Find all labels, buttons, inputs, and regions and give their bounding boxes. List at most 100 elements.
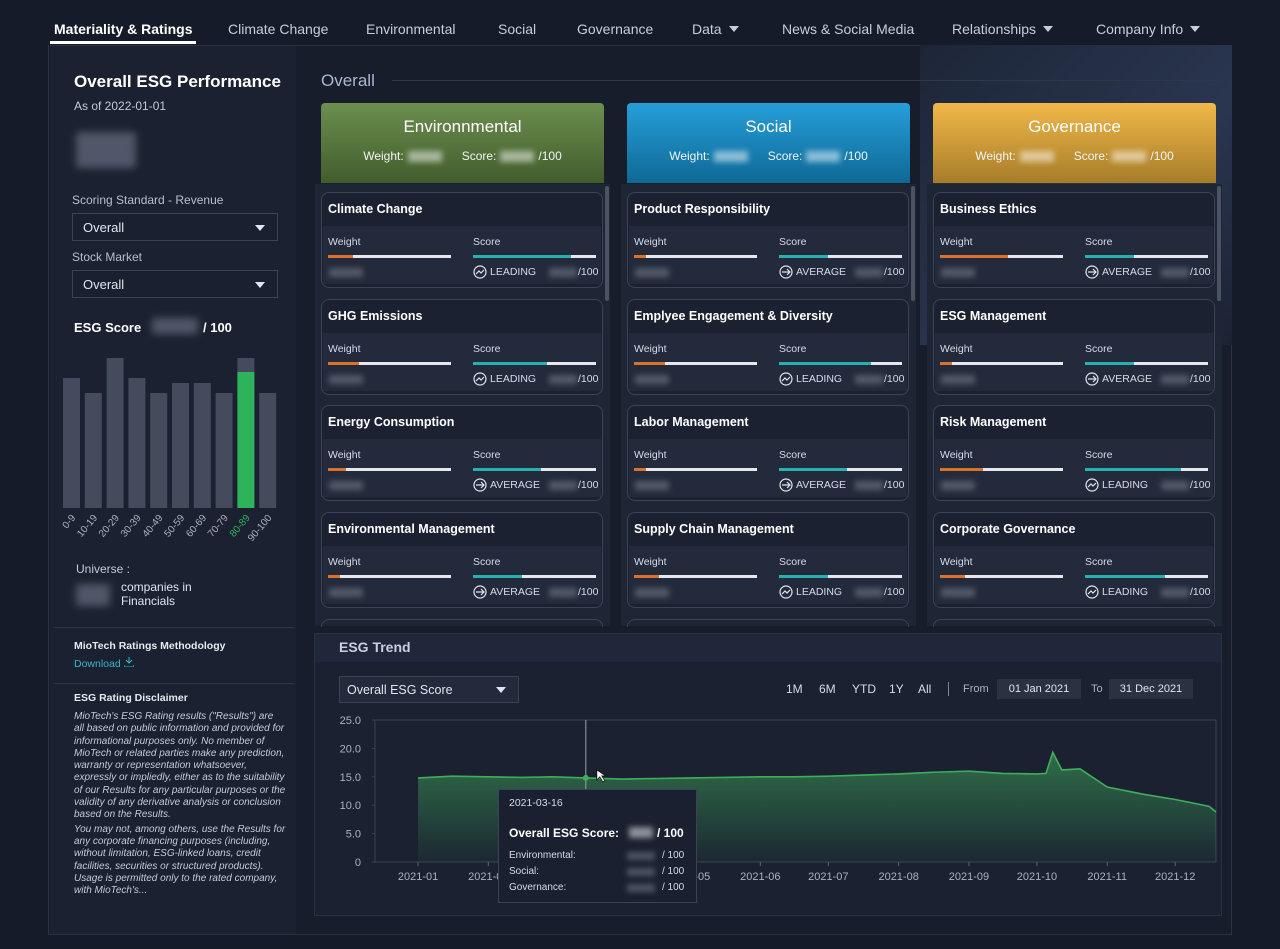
score-bar <box>1085 575 1165 579</box>
weight-bar <box>328 361 359 365</box>
level-icon <box>779 585 793 599</box>
score-bar <box>779 255 829 258</box>
score-track <box>473 575 596 579</box>
y-tick-label: 5.0 <box>346 829 361 841</box>
sidebar-title: Overall ESG Performance <box>74 72 281 91</box>
divider <box>54 683 294 684</box>
blur <box>941 374 975 384</box>
metric-name: Emplyee Engagement & Diversity <box>634 308 833 323</box>
weight-bar <box>634 575 659 579</box>
market-select[interactable]: Overall <box>72 270 278 298</box>
series-select[interactable]: Overall ESG Score <box>339 676 519 703</box>
range-button[interactable]: YTD <box>852 682 876 696</box>
nav-tab[interactable]: Materiality & Ratings <box>54 21 193 37</box>
icon-ring <box>1085 372 1099 386</box>
trend-title: ESG Trend <box>339 639 411 655</box>
y-tick-label: 15.0 <box>340 772 361 784</box>
score-label: Score <box>1085 449 1113 462</box>
icon-ring <box>1085 265 1099 279</box>
weight-track <box>634 468 757 472</box>
bar <box>84 393 102 508</box>
level-icon <box>1085 265 1099 279</box>
icon-arrow <box>782 481 791 489</box>
range-button[interactable]: 1Y <box>889 682 904 696</box>
from-date[interactable]: 01 Jan 2021 <box>997 679 1081 699</box>
weight-label: Weight <box>634 236 667 248</box>
bar <box>193 383 211 508</box>
download-text[interactable]: Download <box>74 658 121 670</box>
bar <box>215 393 233 508</box>
scoring-select[interactable]: Overall <box>72 213 278 241</box>
pillar-summary: Weight: Score: /100 <box>321 149 604 163</box>
x-tick-label: 2021-01 <box>398 871 438 883</box>
pillar-header <box>933 103 1216 183</box>
bar <box>106 358 124 508</box>
nav-tab[interactable]: Social <box>498 21 537 37</box>
select-value: Overall ESG Score <box>347 683 453 697</box>
download-link[interactable]: Download <box>74 657 135 670</box>
score-track <box>1085 361 1208 365</box>
weight-label: Weight: <box>669 149 710 163</box>
score-bar <box>779 468 847 472</box>
blur <box>329 588 363 598</box>
divider <box>54 627 294 628</box>
weight-bar <box>940 255 1008 258</box>
weight-bar <box>328 468 347 472</box>
score-suffix: /100 <box>1190 586 1211 599</box>
score-track <box>1085 255 1208 258</box>
nav-tab[interactable]: Company Info <box>1096 21 1184 37</box>
methodology-title: MioTech Ratings Methodology <box>74 640 226 652</box>
score-suffix: /100 <box>578 479 599 492</box>
level-icon <box>473 478 487 492</box>
blur <box>855 268 883 277</box>
icon-ring <box>779 372 793 386</box>
active-underline <box>50 41 196 44</box>
range-button[interactable]: All <box>918 682 932 696</box>
weight-track <box>940 361 1063 365</box>
disclaimer-paragraph: MioTech's ESG Rating results ("Results")… <box>74 711 286 821</box>
x-tick-label: 2021-08 <box>878 871 918 883</box>
tooltip-row-suffix: / 100 <box>662 850 685 861</box>
weight-bar <box>328 575 341 579</box>
range-button[interactable]: 6M <box>819 682 836 696</box>
score-suffix: /100 <box>884 479 905 492</box>
blur <box>1161 268 1189 277</box>
icon-arrow <box>1087 482 1097 488</box>
nav-tab[interactable]: Data <box>692 21 722 37</box>
blur <box>941 481 975 491</box>
blur <box>941 588 975 598</box>
weight-label: Weight <box>634 449 667 462</box>
nav-tab[interactable]: Governance <box>577 21 654 37</box>
level-icon <box>473 265 487 279</box>
nav-tab[interactable]: News & Social Media <box>782 21 915 37</box>
to-label: To <box>1091 683 1103 695</box>
bar <box>259 393 277 508</box>
icon-ring <box>779 478 793 492</box>
weight-track <box>328 575 451 579</box>
score-suffix: / 100 <box>203 320 232 335</box>
nav-tab[interactable]: Climate Change <box>228 21 329 37</box>
nav-tab[interactable]: Environmental <box>366 21 456 37</box>
score-label: Score <box>779 449 807 462</box>
score-label: Score: <box>1073 149 1109 163</box>
tooltip-suffix: / 100 <box>657 826 684 840</box>
icon-arrow <box>1087 589 1097 595</box>
pillar-summary: Weight: Score: /100 <box>933 149 1216 163</box>
nav-tab[interactable]: Relationships <box>952 21 1037 37</box>
tooltip-row-label: Governance: <box>509 882 567 893</box>
weight-bar <box>940 468 984 472</box>
from-label: From <box>963 683 989 695</box>
weight-track <box>328 255 451 258</box>
weight-bar <box>940 361 953 365</box>
weight-track <box>634 361 757 365</box>
metric-name: Risk Management <box>940 415 1047 430</box>
score-label: Score <box>473 236 501 248</box>
blurred-score <box>76 132 136 168</box>
pillar-title: Environnmental <box>403 117 522 136</box>
range-button[interactable]: 1M <box>786 682 803 696</box>
market-label: Stock Market <box>72 250 143 264</box>
score-bar <box>473 255 572 258</box>
weight-label: Weight <box>634 556 667 569</box>
to-date[interactable]: 31 Dec 2021 <box>1109 679 1193 699</box>
